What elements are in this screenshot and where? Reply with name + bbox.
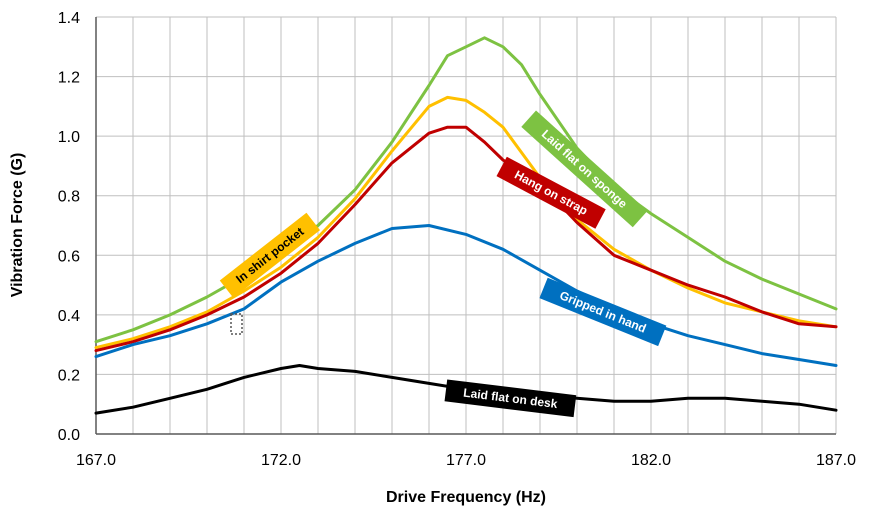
y-tick-label: 1.2: [58, 70, 80, 87]
y-tick-label: 0.8: [58, 189, 80, 206]
y-tick-label: 0.4: [58, 308, 80, 325]
series-label-box: [496, 156, 606, 229]
y-axis-title: Vibration Force (G): [9, 153, 26, 298]
y-tick-label: 1.0: [58, 129, 80, 146]
series-label-box: [219, 212, 321, 298]
x-tick-label: 172.0: [261, 452, 301, 469]
y-tick-label: 0.0: [58, 427, 80, 444]
y-tick-label: 0.2: [58, 367, 80, 384]
y-tick-label: 0.6: [58, 248, 80, 265]
x-tick-labels: 167.0 172.0 177.0 182.0 187.0: [76, 452, 856, 469]
x-tick-label: 182.0: [631, 452, 671, 469]
series-line-hang-on-strap: [94, 125, 838, 353]
series-label-box: [539, 277, 667, 347]
x-tick-label: 167.0: [76, 452, 116, 469]
x-axis-title: Drive Frequency (Hz): [386, 489, 546, 506]
selection-marker: [230, 313, 243, 335]
series-label-box: [444, 379, 577, 418]
x-tick-label: 177.0: [446, 452, 486, 469]
x-tick-label: 187.0: [816, 452, 856, 469]
y-tick-label: 1.4: [58, 10, 80, 27]
series-line-in-shirt-pocket: [94, 95, 838, 350]
series-label-gripped-in-hand: Gripped in hand: [539, 277, 667, 347]
series-label-text: Gripped in hand: [558, 288, 649, 335]
gridlines: [95, 16, 837, 435]
y-tick-labels: 0.0 0.2 0.4 0.6 0.8 1.0 1.2 1.4: [58, 10, 80, 444]
series-line-gripped-in-hand: [94, 224, 838, 367]
axes: [95, 17, 836, 435]
series-label-box: [521, 110, 648, 228]
series-label-laid-flat-on-desk: Laid flat on desk: [444, 379, 577, 418]
